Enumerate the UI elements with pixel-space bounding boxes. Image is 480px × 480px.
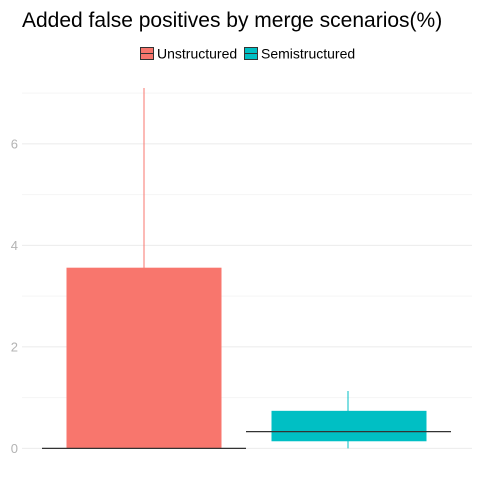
y-tick-label: 2 (11, 339, 18, 354)
box-unstructured (42, 88, 246, 449)
legend-item-semistructured: Semistructured (244, 46, 355, 62)
legend-label: Semistructured (261, 46, 355, 62)
chart-title: Added false positives by merge scenarios… (22, 9, 442, 32)
legend-item-unstructured: Unstructured (140, 46, 237, 62)
legend: Unstructured Semistructured (140, 46, 355, 62)
y-axis-ticks: 0 2 4 6 (11, 136, 18, 456)
box-body (271, 410, 427, 442)
y-tick-label: 6 (11, 136, 18, 151)
y-tick-label: 0 (11, 441, 18, 456)
box-semistructured (246, 391, 451, 449)
y-tick-label: 4 (11, 238, 18, 253)
boxes (42, 88, 451, 449)
legend-label: Unstructured (157, 46, 237, 62)
box-body (66, 267, 222, 449)
